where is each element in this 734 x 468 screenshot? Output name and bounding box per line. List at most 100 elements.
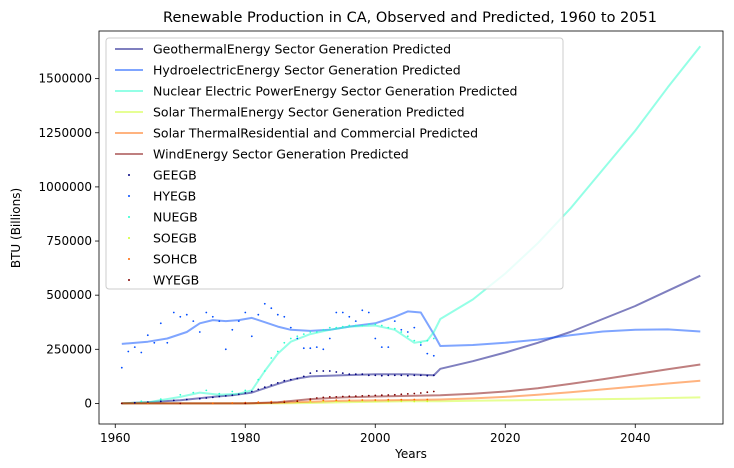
data-point (341, 395, 344, 398)
x-tick-label: 2040 (620, 431, 651, 445)
legend-swatch (128, 195, 130, 197)
data-point (400, 374, 403, 377)
data-point (413, 374, 416, 377)
data-point (322, 399, 325, 402)
data-point (205, 389, 208, 392)
data-point (166, 341, 169, 344)
data-point (309, 372, 312, 374)
legend-item: Nuclear Electric PowerEnergy Sector Gene… (115, 84, 517, 99)
data-point (393, 327, 396, 330)
data-point (211, 315, 214, 318)
data-point (309, 399, 312, 402)
x-axis: 1960 1980 2000 2020 2040 (100, 424, 651, 445)
data-point (244, 311, 247, 314)
data-point (231, 328, 234, 331)
data-point (140, 400, 143, 403)
legend-item: GEEGB (128, 168, 197, 183)
data-point (335, 311, 338, 314)
data-point (237, 393, 240, 396)
data-point (309, 347, 312, 350)
data-point (387, 400, 390, 403)
data-point (198, 397, 201, 400)
series-points-nuegb (120, 323, 435, 405)
data-point (432, 390, 435, 393)
data-point (413, 400, 416, 403)
data-point (120, 366, 123, 369)
y-tick-label: 500000 (46, 288, 92, 302)
legend-label: HYEGB (153, 189, 196, 204)
data-point (205, 311, 208, 314)
legend: GeothermalEnergy Sector Generation Predi… (105, 37, 564, 290)
legend-label: SOHCB (153, 252, 197, 267)
data-point (432, 337, 435, 340)
data-point (393, 393, 396, 396)
data-point (270, 402, 273, 404)
data-point (192, 391, 195, 394)
data-point (218, 320, 221, 322)
data-point (218, 392, 221, 395)
data-point (283, 315, 286, 318)
data-point (387, 394, 390, 396)
plot-area (98, 30, 724, 425)
data-point (315, 370, 318, 372)
data-point (315, 397, 318, 399)
legend-swatch (128, 216, 130, 218)
data-point (419, 344, 422, 346)
data-point (244, 389, 247, 392)
legend-label: HydroelectricEnergy Sector Generation Pr… (153, 63, 461, 78)
data-point (354, 395, 357, 397)
data-point (276, 313, 279, 316)
data-point (426, 352, 429, 355)
data-point (322, 370, 325, 372)
data-point (237, 320, 240, 322)
data-point (309, 331, 312, 333)
data-point (406, 335, 409, 338)
data-point (328, 370, 331, 372)
data-point (380, 374, 383, 377)
data-point (387, 374, 390, 377)
legend-label: WYEGB (153, 273, 199, 288)
data-point (263, 302, 266, 305)
data-point (413, 398, 416, 401)
data-point (400, 393, 403, 396)
data-point (309, 398, 312, 400)
data-point (341, 325, 344, 328)
data-point (341, 372, 344, 374)
y-axis: 0 250000 500000 750000 1000000 1250000 1500000 (39, 72, 99, 410)
data-point (413, 339, 416, 342)
data-point (205, 397, 208, 399)
data-point (289, 337, 292, 340)
data-point (426, 391, 429, 394)
data-point (244, 392, 247, 394)
legend-item: NUEGB (128, 210, 198, 225)
data-point (419, 392, 422, 394)
data-point (335, 399, 338, 402)
series-line-windenergy-sector-generation-predicted (121, 363, 701, 405)
data-point (133, 401, 136, 404)
legend-swatch (128, 258, 130, 260)
data-point (231, 390, 234, 393)
data-point (374, 323, 377, 326)
data-point (348, 399, 351, 402)
data-point (257, 388, 260, 391)
legend-item: HYEGB (128, 189, 196, 204)
legend-label: Solar ThermalEnergy Sector Generation Pr… (153, 105, 465, 120)
data-point (387, 326, 390, 329)
data-point (322, 348, 325, 351)
legend-item: SOEGB (128, 231, 197, 246)
data-point (153, 341, 156, 344)
data-point (328, 326, 331, 329)
data-point (380, 394, 383, 397)
data-point (322, 328, 325, 331)
data-point (296, 400, 299, 403)
data-point (426, 374, 429, 377)
legend-swatch (128, 237, 130, 239)
data-point (289, 326, 292, 329)
data-point (146, 401, 149, 403)
data-point (335, 396, 338, 398)
data-point (185, 313, 188, 316)
legend-label: WindEnergy Sector Generation Predicted (153, 147, 409, 162)
data-point (361, 395, 364, 397)
legend-swatch (128, 174, 130, 176)
